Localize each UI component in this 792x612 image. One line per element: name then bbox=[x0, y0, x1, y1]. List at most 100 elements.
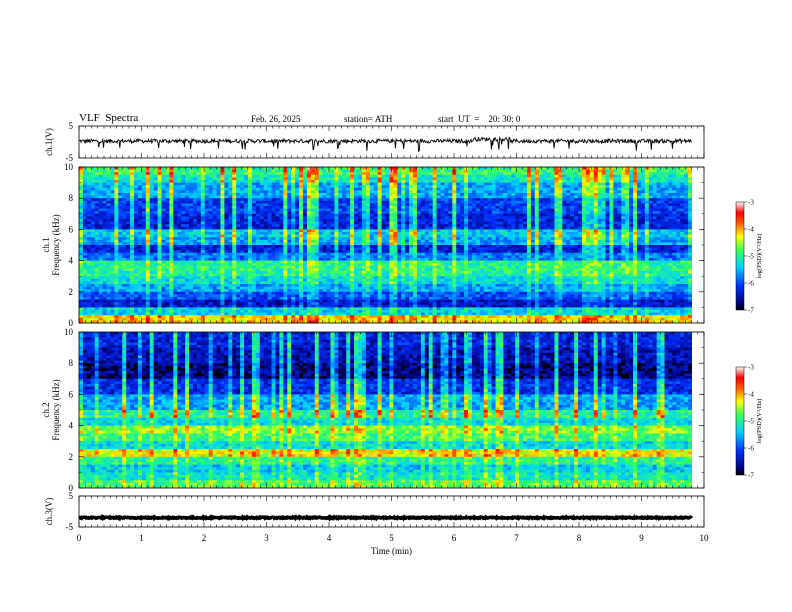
spectrogram-cell bbox=[636, 185, 642, 189]
spectrogram-cell bbox=[306, 187, 312, 191]
spectrogram-cell bbox=[122, 200, 127, 204]
spectrogram-cell bbox=[428, 239, 434, 243]
spectrogram-cell bbox=[94, 213, 100, 217]
spectrogram-cell bbox=[621, 232, 626, 235]
spectrogram-cell bbox=[558, 200, 563, 204]
spectrogram-cell bbox=[94, 203, 100, 207]
spectrogram-cell bbox=[212, 190, 217, 194]
spectrogram-cell bbox=[240, 229, 245, 233]
spectrogram-cell bbox=[318, 177, 324, 181]
spectrogram-cell bbox=[523, 226, 528, 230]
spectrogram-cell bbox=[570, 211, 575, 215]
spectrogram-cell bbox=[279, 172, 284, 176]
spectrogram-cell bbox=[617, 187, 622, 191]
spectrogram-cell bbox=[511, 167, 516, 170]
spectrogram-cell bbox=[361, 206, 367, 209]
spectrogram-cell bbox=[393, 185, 398, 189]
spectrogram-cell bbox=[169, 182, 174, 186]
spectrogram-cell bbox=[90, 172, 96, 176]
spectrogram-cell bbox=[314, 200, 320, 204]
spectrogram-cell bbox=[464, 198, 469, 202]
spectrogram-cell bbox=[373, 177, 379, 181]
spectrogram-cell bbox=[397, 208, 402, 212]
spectrogram-cell bbox=[688, 229, 693, 233]
spectrogram-cell bbox=[153, 208, 158, 212]
spectrogram-cell bbox=[636, 229, 642, 233]
spectrogram-cell bbox=[523, 224, 528, 228]
spectrogram-cell bbox=[318, 193, 324, 196]
spectrogram-cell bbox=[629, 172, 634, 176]
spectrogram-cell bbox=[240, 200, 245, 204]
spectrogram-cell bbox=[153, 224, 158, 228]
spectrogram-cell bbox=[491, 182, 496, 186]
spectrogram-cell bbox=[98, 219, 103, 222]
spectrogram-cell bbox=[79, 221, 84, 225]
spectrogram-cell bbox=[185, 239, 190, 243]
spectrogram-cell bbox=[263, 193, 269, 196]
spectrogram-cell bbox=[240, 234, 245, 238]
spectrogram-cell bbox=[189, 232, 194, 235]
spectrogram-cell bbox=[483, 169, 489, 173]
spectrogram-cell bbox=[82, 239, 88, 243]
spectrogram-cell bbox=[475, 224, 481, 228]
spectrogram-cell bbox=[487, 174, 492, 178]
spectrogram-cell bbox=[369, 198, 375, 202]
spectrogram-cell bbox=[79, 190, 84, 194]
spectrogram-cell bbox=[255, 203, 261, 207]
spectrogram-cell bbox=[295, 226, 300, 230]
spectrogram-cell bbox=[593, 174, 599, 178]
spectrogram-cell bbox=[228, 185, 233, 189]
spectrogram-cell bbox=[350, 174, 355, 178]
spectrogram-cell bbox=[342, 245, 347, 248]
spectrogram-cell bbox=[267, 224, 272, 228]
spectrogram-cell bbox=[648, 242, 654, 246]
spectrogram-cell bbox=[416, 203, 422, 207]
spectrogram-cell bbox=[114, 185, 119, 189]
spectrogram-cell bbox=[413, 203, 418, 207]
spectrogram-cell bbox=[106, 203, 111, 207]
spectrogram-cell bbox=[98, 193, 103, 196]
spectrogram-cell bbox=[389, 232, 394, 235]
spectrogram-cell bbox=[79, 213, 84, 217]
spectrogram-cell bbox=[287, 219, 292, 222]
spectrogram-cell bbox=[405, 224, 410, 228]
spectrogram-cell bbox=[161, 177, 166, 181]
spectrogram-cell bbox=[640, 229, 646, 233]
spectrogram-cell bbox=[432, 221, 437, 225]
spectrogram-cell bbox=[295, 224, 300, 228]
spectrogram-cell bbox=[295, 219, 300, 222]
spectrogram-cell bbox=[405, 232, 410, 235]
spectrogram-cell bbox=[126, 216, 131, 220]
spectrogram-cell bbox=[416, 216, 422, 220]
spectrogram-cell bbox=[79, 198, 84, 202]
spectrogram-cell bbox=[228, 190, 233, 194]
spectrogram-cell bbox=[613, 237, 618, 241]
spectrogram-cell bbox=[263, 242, 269, 246]
spectrogram-cell bbox=[365, 198, 371, 202]
spectrogram-cell bbox=[185, 193, 190, 196]
spectrogram-cell bbox=[409, 174, 414, 178]
spectrogram-cell bbox=[621, 234, 626, 238]
spectrogram-cell bbox=[118, 167, 123, 170]
spectrogram-cell bbox=[652, 187, 658, 191]
spectrogram-cell bbox=[389, 219, 394, 222]
spectrogram-cell bbox=[153, 174, 158, 178]
spectrogram-cell bbox=[581, 216, 587, 220]
spectrogram-cell bbox=[440, 234, 445, 238]
spectrogram-cell bbox=[640, 177, 646, 181]
spectrogram-cell bbox=[428, 226, 434, 230]
spectrogram-cell bbox=[118, 195, 123, 199]
spectrogram-cell bbox=[550, 195, 555, 199]
spectrogram-cell bbox=[247, 239, 253, 243]
spectrogram-cell bbox=[570, 169, 575, 173]
spectrogram-cell bbox=[440, 211, 445, 215]
spectrogram-cell bbox=[318, 200, 324, 204]
spectrogram-cell bbox=[145, 216, 151, 220]
spectrogram-cell bbox=[515, 177, 520, 181]
spectrogram-cell bbox=[629, 242, 634, 246]
spectrogram-cell bbox=[483, 206, 489, 209]
spectrogram-cell bbox=[110, 237, 115, 241]
spectrogram-cell bbox=[177, 187, 182, 191]
spectrogram-cell bbox=[251, 169, 257, 173]
spectrogram-cell bbox=[464, 177, 469, 181]
